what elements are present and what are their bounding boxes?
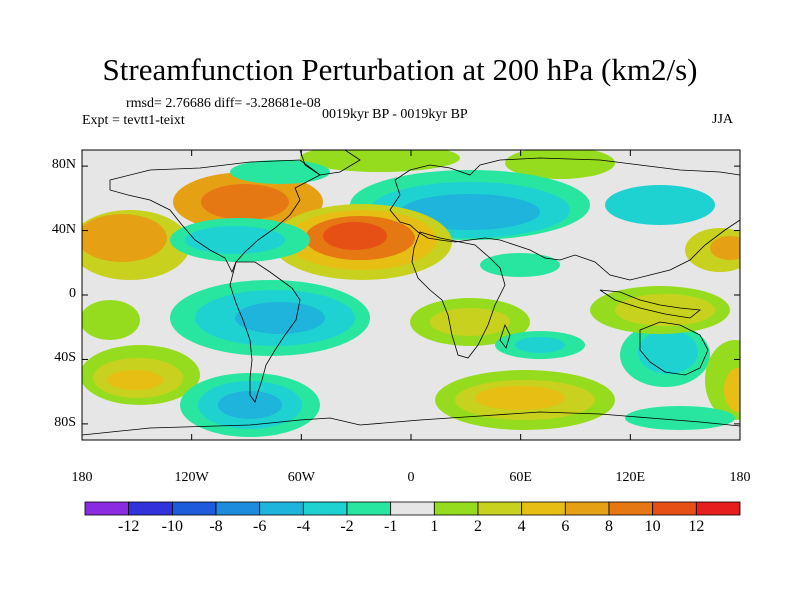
contour-patch [107, 370, 163, 390]
season-label: JJA [712, 112, 734, 127]
colorbar-label: -10 [161, 518, 183, 535]
axis-ticks [81, 150, 741, 440]
coastline-antarctica [82, 411, 740, 436]
coastline-madagascar [499, 323, 511, 349]
colorbar-swatch [259, 501, 304, 516]
colorbar-swatch [346, 501, 392, 516]
contour-patch [480, 253, 560, 277]
contour-patch [82, 214, 167, 262]
lat-tick-label: 40N [51, 221, 76, 237]
contour-patch [300, 150, 460, 172]
lon-tick-label: 60E [509, 470, 532, 485]
contour-patch [235, 302, 325, 334]
colorbar-label: 4 [517, 518, 526, 535]
experiment-label: Expt = tevtt1-teixt [82, 113, 185, 128]
colorbar-swatch [302, 501, 348, 516]
coastline-europe [389, 157, 740, 281]
contour-patch [230, 160, 330, 184]
contour-patch [710, 236, 740, 260]
colorbar-swatch [390, 501, 435, 516]
colorbar-swatch [128, 501, 173, 516]
contour-patch [185, 226, 285, 254]
coastline-australia [639, 321, 709, 376]
colorbar-swatch [477, 501, 523, 516]
colorbar-swatch [171, 501, 217, 516]
colorbar [84, 501, 741, 516]
contour-patch [430, 308, 510, 336]
colorbar-label: -8 [209, 518, 223, 535]
colorbar-swatch [652, 501, 697, 516]
contour-patch [201, 184, 289, 220]
contour-patch [475, 386, 565, 410]
lon-tick-label: 0 [407, 470, 415, 485]
contour-patch [605, 185, 715, 225]
lat-tick-label: 80S [54, 414, 76, 430]
colorbar-label: -1 [383, 518, 398, 535]
period-label: 0019kyr BP - 0019kyr BP [322, 107, 468, 122]
colorbar-label: 10 [644, 518, 661, 535]
colorbar-label: -12 [117, 518, 140, 535]
colorbar-label: 6 [561, 518, 570, 535]
colorbar-swatch [84, 501, 130, 516]
contour-patch [724, 368, 740, 412]
contour-patch [82, 300, 140, 340]
coastline-south-america [229, 261, 301, 403]
colorbar-label: -6 [252, 518, 267, 535]
colorbar-swatch [695, 501, 741, 516]
colorbar-swatch [215, 501, 261, 516]
colorbar-label: -2 [340, 518, 354, 535]
colorbar-label: -4 [296, 518, 310, 535]
coastline-maritime [599, 289, 702, 319]
colorbar-label: 8 [605, 518, 613, 535]
lon-tick-label: 180 [729, 470, 751, 485]
coastline-greenland [299, 150, 361, 176]
lon-tick-label: 60W [287, 470, 315, 485]
contour-patch [505, 150, 615, 179]
lat-tick-label: 80N [51, 157, 76, 173]
lon-tick-label: 120W [174, 470, 209, 485]
lon-tick-label: 180 [71, 470, 93, 485]
lat-tick-label: 40S [54, 350, 76, 366]
lon-tick-label: 120E [615, 470, 646, 485]
coastlines [82, 150, 740, 436]
rmsd-diff-stats: rmsd= 2.76686 diff= -3.28681e-08 [126, 96, 321, 111]
colorbar-swatch [564, 501, 610, 516]
colorbar-swatch [433, 501, 479, 516]
contour-patch [515, 337, 565, 353]
coastline-africa [411, 231, 506, 359]
colorbar-label: 2 [474, 518, 482, 535]
colorbar-label: 12 [688, 518, 705, 535]
coastline-north-america [109, 159, 321, 273]
colorbar-swatch [608, 501, 654, 516]
lat-tick-label: 0 [69, 286, 76, 301]
contour-patch [323, 222, 387, 250]
colorbar-label: 1 [430, 518, 439, 535]
contour-fields [82, 150, 740, 437]
contour-patch [638, 330, 698, 374]
contour-patch [218, 391, 282, 419]
colorbar-swatch [521, 501, 566, 516]
plot-title: Streamfunction Perturbation at 200 hPa (… [102, 52, 698, 87]
contour-patch [625, 406, 735, 430]
